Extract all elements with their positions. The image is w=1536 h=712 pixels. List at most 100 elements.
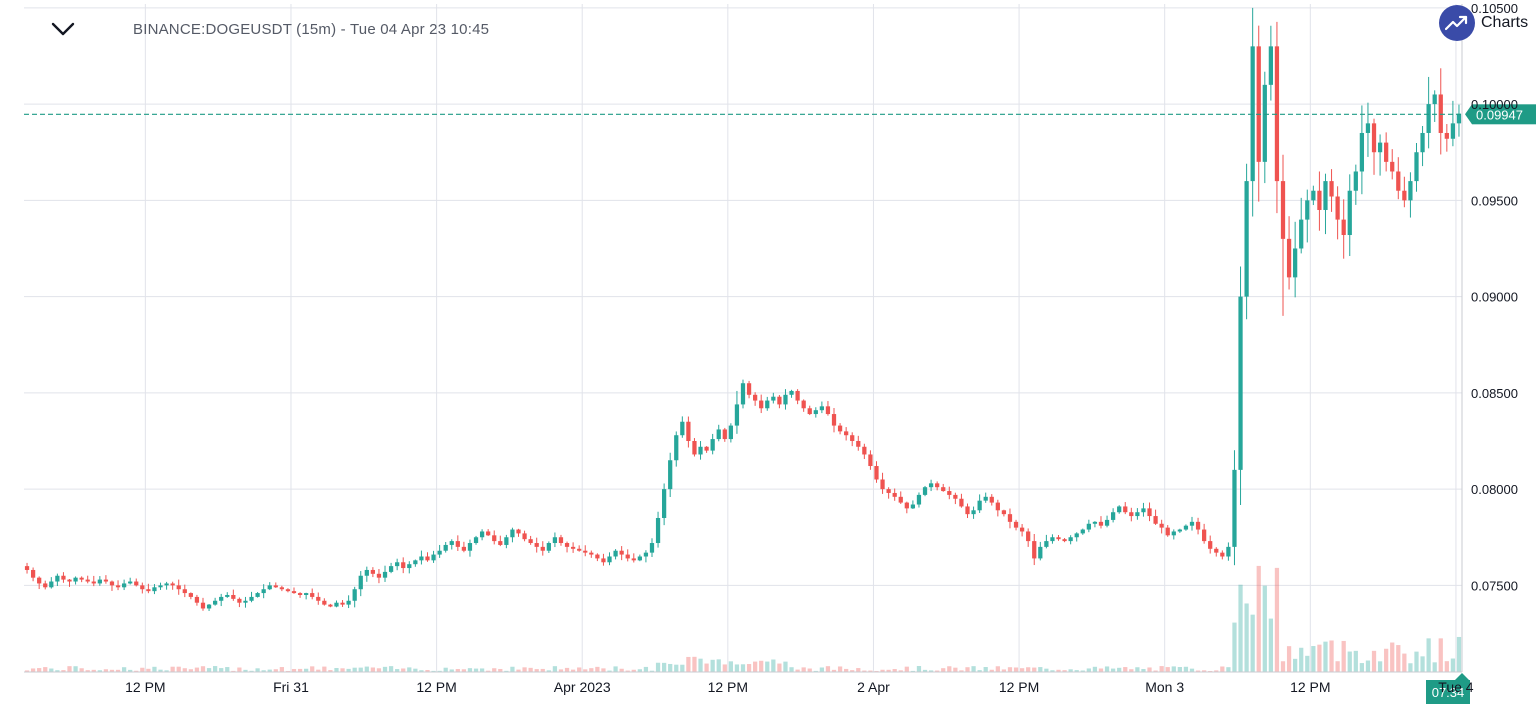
candle-body bbox=[947, 491, 952, 495]
candle-body bbox=[1038, 546, 1043, 559]
candle-body bbox=[182, 589, 187, 594]
volume-bar bbox=[1274, 567, 1280, 672]
volume-bar bbox=[1056, 669, 1061, 672]
candle-body bbox=[661, 489, 667, 518]
y-axis-label: 0.10500 bbox=[1471, 1, 1518, 16]
candle-body bbox=[1299, 219, 1304, 249]
brand-link[interactable]: Charts bbox=[1439, 4, 1528, 42]
volume-bar bbox=[1390, 642, 1395, 672]
volume-bar bbox=[322, 666, 327, 672]
volume-bar bbox=[583, 669, 588, 672]
volume-bar bbox=[364, 666, 369, 672]
volume-bar bbox=[1432, 662, 1437, 672]
candle-body bbox=[395, 562, 400, 567]
volume-bar bbox=[746, 664, 752, 672]
candle-body bbox=[79, 577, 84, 580]
volume-bar bbox=[1098, 668, 1104, 672]
y-axis-label: 0.08000 bbox=[1471, 482, 1518, 497]
volume-bar bbox=[1262, 585, 1267, 672]
volume-bar bbox=[886, 669, 891, 672]
candle-body bbox=[1377, 142, 1383, 153]
volume-bar bbox=[801, 667, 806, 672]
volume-bar bbox=[868, 670, 873, 672]
volume-bar bbox=[388, 666, 394, 672]
candle-body bbox=[1371, 123, 1377, 153]
candle-body bbox=[1256, 46, 1261, 162]
candle-body bbox=[310, 593, 315, 597]
candle-body bbox=[740, 383, 746, 405]
candle-body bbox=[146, 589, 151, 592]
volume-bar bbox=[449, 669, 454, 672]
x-axis-label: 12 PM bbox=[708, 679, 748, 695]
candle-body bbox=[200, 602, 206, 609]
candle-body bbox=[522, 533, 527, 540]
candle-body bbox=[206, 604, 212, 609]
volume-bar bbox=[1359, 663, 1365, 672]
volume-bar bbox=[922, 669, 928, 672]
volume-bar bbox=[1238, 584, 1243, 672]
volume-bar bbox=[698, 658, 703, 672]
candle-body bbox=[813, 410, 818, 415]
candle-body bbox=[225, 594, 230, 597]
volume-bar bbox=[1110, 668, 1116, 672]
volume-bar bbox=[200, 666, 206, 672]
volume-bar bbox=[249, 670, 254, 672]
candle-body bbox=[1019, 527, 1025, 532]
candle-body bbox=[467, 543, 473, 551]
candle-body bbox=[1104, 519, 1110, 526]
volume-bar bbox=[267, 669, 272, 672]
volume-bar bbox=[55, 670, 60, 672]
candle-body bbox=[1123, 506, 1128, 513]
x-axis-label: 12 PM bbox=[125, 679, 165, 695]
volume-bar bbox=[97, 670, 102, 672]
candle-body bbox=[443, 544, 448, 551]
volume-bar bbox=[1220, 666, 1225, 672]
candle-body bbox=[401, 562, 406, 569]
volume-bar bbox=[546, 670, 551, 672]
volume-bar bbox=[880, 669, 885, 672]
candle-body bbox=[1171, 531, 1176, 536]
candle-body bbox=[1098, 521, 1104, 526]
candle-body bbox=[783, 394, 788, 405]
candle-body bbox=[625, 554, 630, 559]
candle-body bbox=[1044, 541, 1049, 547]
volume-bar bbox=[158, 669, 163, 672]
volume-bar bbox=[1007, 667, 1013, 672]
volume-bar bbox=[1068, 669, 1073, 672]
candle-body bbox=[1208, 541, 1213, 549]
candle-body bbox=[97, 579, 102, 584]
volume-bar bbox=[540, 668, 545, 672]
candle-body bbox=[364, 569, 369, 576]
trend-up-icon bbox=[1445, 15, 1468, 31]
candle-body bbox=[340, 602, 345, 605]
volume-bar bbox=[1062, 670, 1067, 672]
volume-bar bbox=[401, 668, 406, 672]
candle-body bbox=[255, 593, 260, 597]
menu-toggle-button[interactable] bbox=[44, 12, 82, 46]
volume-bar bbox=[1426, 638, 1431, 672]
candle-body bbox=[1359, 132, 1365, 172]
candle-body bbox=[1013, 521, 1019, 528]
candle-body bbox=[431, 554, 436, 561]
volume-bar bbox=[310, 666, 315, 672]
candle-body bbox=[461, 546, 467, 551]
candle-body bbox=[983, 496, 988, 501]
candle-body bbox=[583, 550, 588, 553]
candle-body bbox=[892, 492, 897, 497]
candle-body bbox=[753, 394, 758, 401]
candle-body bbox=[328, 604, 333, 607]
candle-body bbox=[267, 585, 272, 590]
candle-body bbox=[1244, 181, 1249, 297]
volume-bar bbox=[1038, 667, 1043, 672]
volume-bar bbox=[935, 670, 940, 672]
candle-body bbox=[1317, 190, 1322, 210]
y-axis-label: 0.09000 bbox=[1471, 290, 1518, 305]
candle-body bbox=[24, 566, 30, 570]
candle-body bbox=[504, 537, 509, 545]
candle-body bbox=[109, 581, 115, 586]
candle-body bbox=[479, 531, 485, 538]
volume-bar bbox=[643, 666, 649, 672]
candle-body bbox=[868, 454, 873, 467]
volume-bar bbox=[570, 669, 576, 672]
